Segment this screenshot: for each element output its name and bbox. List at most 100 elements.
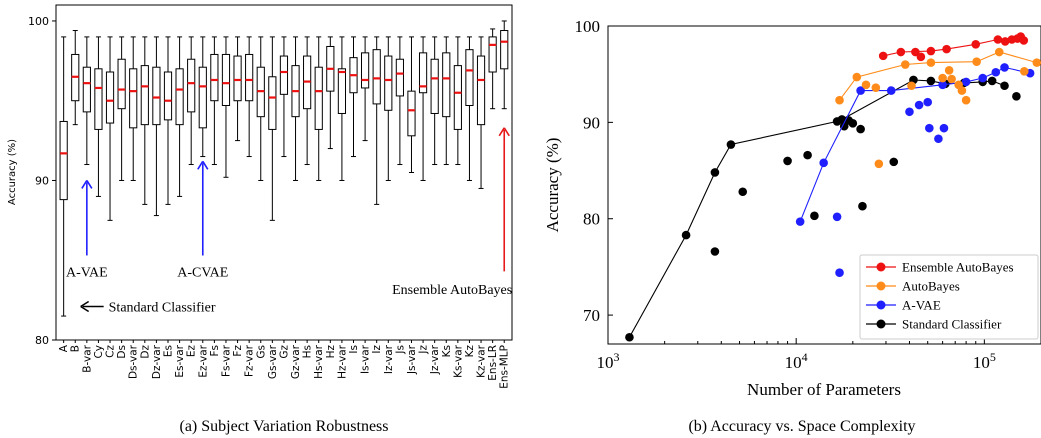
data-point xyxy=(681,230,691,240)
boxplot-x-tick-label: Kz xyxy=(464,345,476,358)
scatter-y-ticks: 70 80 90 100 xyxy=(575,17,613,325)
box-Es xyxy=(163,36,173,205)
boxplot-y-tick-label: 80 xyxy=(35,334,49,347)
data-point xyxy=(1000,81,1009,91)
data-point xyxy=(889,157,899,167)
data-point xyxy=(926,46,936,56)
data-point xyxy=(1032,58,1041,67)
boxplot-x-tick-label: B-var xyxy=(81,344,93,372)
boxplot-x-tick-label: Js xyxy=(394,345,406,355)
boxplot-x-tick-label: Ens-MLP xyxy=(499,345,511,389)
data-point xyxy=(916,52,926,62)
box-Hs-var xyxy=(314,36,323,181)
data-point xyxy=(874,159,884,169)
box-Dz xyxy=(140,36,149,205)
data-point xyxy=(835,268,844,277)
box-iqr xyxy=(105,71,115,124)
box-iqr xyxy=(198,66,207,129)
data-point xyxy=(961,95,971,105)
box-Dz-var xyxy=(152,36,161,217)
data-point xyxy=(947,74,956,84)
boxplot-x-tick-label: Gs xyxy=(255,345,267,359)
data-point xyxy=(991,67,1001,77)
box-Is-var xyxy=(361,36,370,142)
box-iqr xyxy=(453,65,462,130)
boxplot-x-tick-label: Cy xyxy=(93,345,105,359)
boxplot-x-tick-label: Gz-var xyxy=(290,344,302,379)
legend-label: Standard Classifier xyxy=(902,317,1002,332)
box-iqr xyxy=(407,90,416,137)
boxplot-annotations: A-VAE A-CVAE Ensemble AutoBayes Standard Cl… xyxy=(66,127,512,316)
data-point xyxy=(710,168,720,177)
boxplot-boxes xyxy=(59,20,509,317)
scatter-y-tick-label: 90 xyxy=(583,113,600,132)
box-Ez xyxy=(187,36,196,166)
scatter-x-tick-label: 105 xyxy=(973,350,996,372)
box-Hz-var xyxy=(337,36,347,181)
legend-entry: Ensemble AutoBayes xyxy=(866,260,1014,275)
data-point xyxy=(803,150,812,160)
data-point xyxy=(819,158,828,168)
boxplot-x-tick-label: Cz xyxy=(105,345,117,358)
box-iqr xyxy=(500,30,509,70)
legend-entry: A-VAE xyxy=(866,298,941,313)
box-iqr xyxy=(442,52,451,118)
box-Js xyxy=(395,36,404,166)
box-iqr xyxy=(268,76,277,130)
box-Kz xyxy=(465,36,474,181)
box-iqr xyxy=(140,65,149,126)
boxplot-x-tick-label: Iz xyxy=(371,345,383,354)
scatter-legend: Ensemble AutoBayes AutoBayes A-VAE Standard… xyxy=(859,254,1039,340)
legend-label: AutoBayes xyxy=(902,279,960,294)
legend-label: A-VAE xyxy=(902,298,941,313)
boxplot-y-tick-label: 100 xyxy=(28,15,49,28)
scatter-x-tick-label: 104 xyxy=(785,350,808,372)
annotation-arrowhead xyxy=(81,180,93,189)
data-point xyxy=(971,40,981,49)
scatter-y-tick-label: 80 xyxy=(583,210,600,229)
box-Is xyxy=(349,36,358,158)
box-Ens-LR xyxy=(488,28,497,110)
data-point xyxy=(987,76,997,86)
box-iqr xyxy=(187,58,196,113)
data-point xyxy=(810,211,819,221)
box-iqr xyxy=(372,49,381,105)
data-point xyxy=(905,107,914,117)
boxplot-x-tick-label: Fz-var xyxy=(244,344,256,377)
box-iqr xyxy=(465,49,474,106)
series-a-vae xyxy=(795,63,1035,226)
boxplot-x-tick-label: Ez xyxy=(186,345,198,358)
boxplot-y-axis-label: Accuracy (%) xyxy=(7,139,18,205)
box-iqr xyxy=(430,58,439,114)
data-point xyxy=(978,73,988,83)
boxplot-x-tick-label: Hz xyxy=(325,345,337,359)
data-point xyxy=(994,47,1004,57)
data-point xyxy=(625,332,634,342)
scatter-y-tick-label: 70 xyxy=(583,306,600,325)
annotation-arrowhead xyxy=(197,160,209,170)
boxplot-x-tick-label: Jz xyxy=(418,345,430,355)
box-Js-var xyxy=(407,36,416,173)
annotation-label: Standard Classifier xyxy=(109,301,216,316)
legend-box xyxy=(859,254,1039,340)
data-point xyxy=(1019,66,1029,76)
boxplot-x-tick-label: Es-var xyxy=(174,344,186,377)
box-iqr xyxy=(245,53,254,102)
box-Cz xyxy=(105,36,115,221)
box-iqr xyxy=(117,58,126,110)
data-point xyxy=(907,81,916,91)
annotation-a-vae: A-VAE xyxy=(66,180,108,280)
boxplot-x-tick-label: B xyxy=(70,345,82,352)
box-Iz-var xyxy=(384,36,393,181)
box-iqr xyxy=(418,52,428,94)
box-Ez-var xyxy=(198,36,207,158)
data-point xyxy=(878,51,888,61)
boxplot-x-tick-label: Kz-var xyxy=(476,344,488,378)
box-iqr xyxy=(152,66,161,126)
boxplot-x-tick-label: A xyxy=(58,344,70,352)
legend-marker xyxy=(876,319,886,329)
box-iqr xyxy=(337,68,347,114)
annotation-label: A-CVAE xyxy=(177,265,228,280)
series-line xyxy=(839,51,1037,101)
